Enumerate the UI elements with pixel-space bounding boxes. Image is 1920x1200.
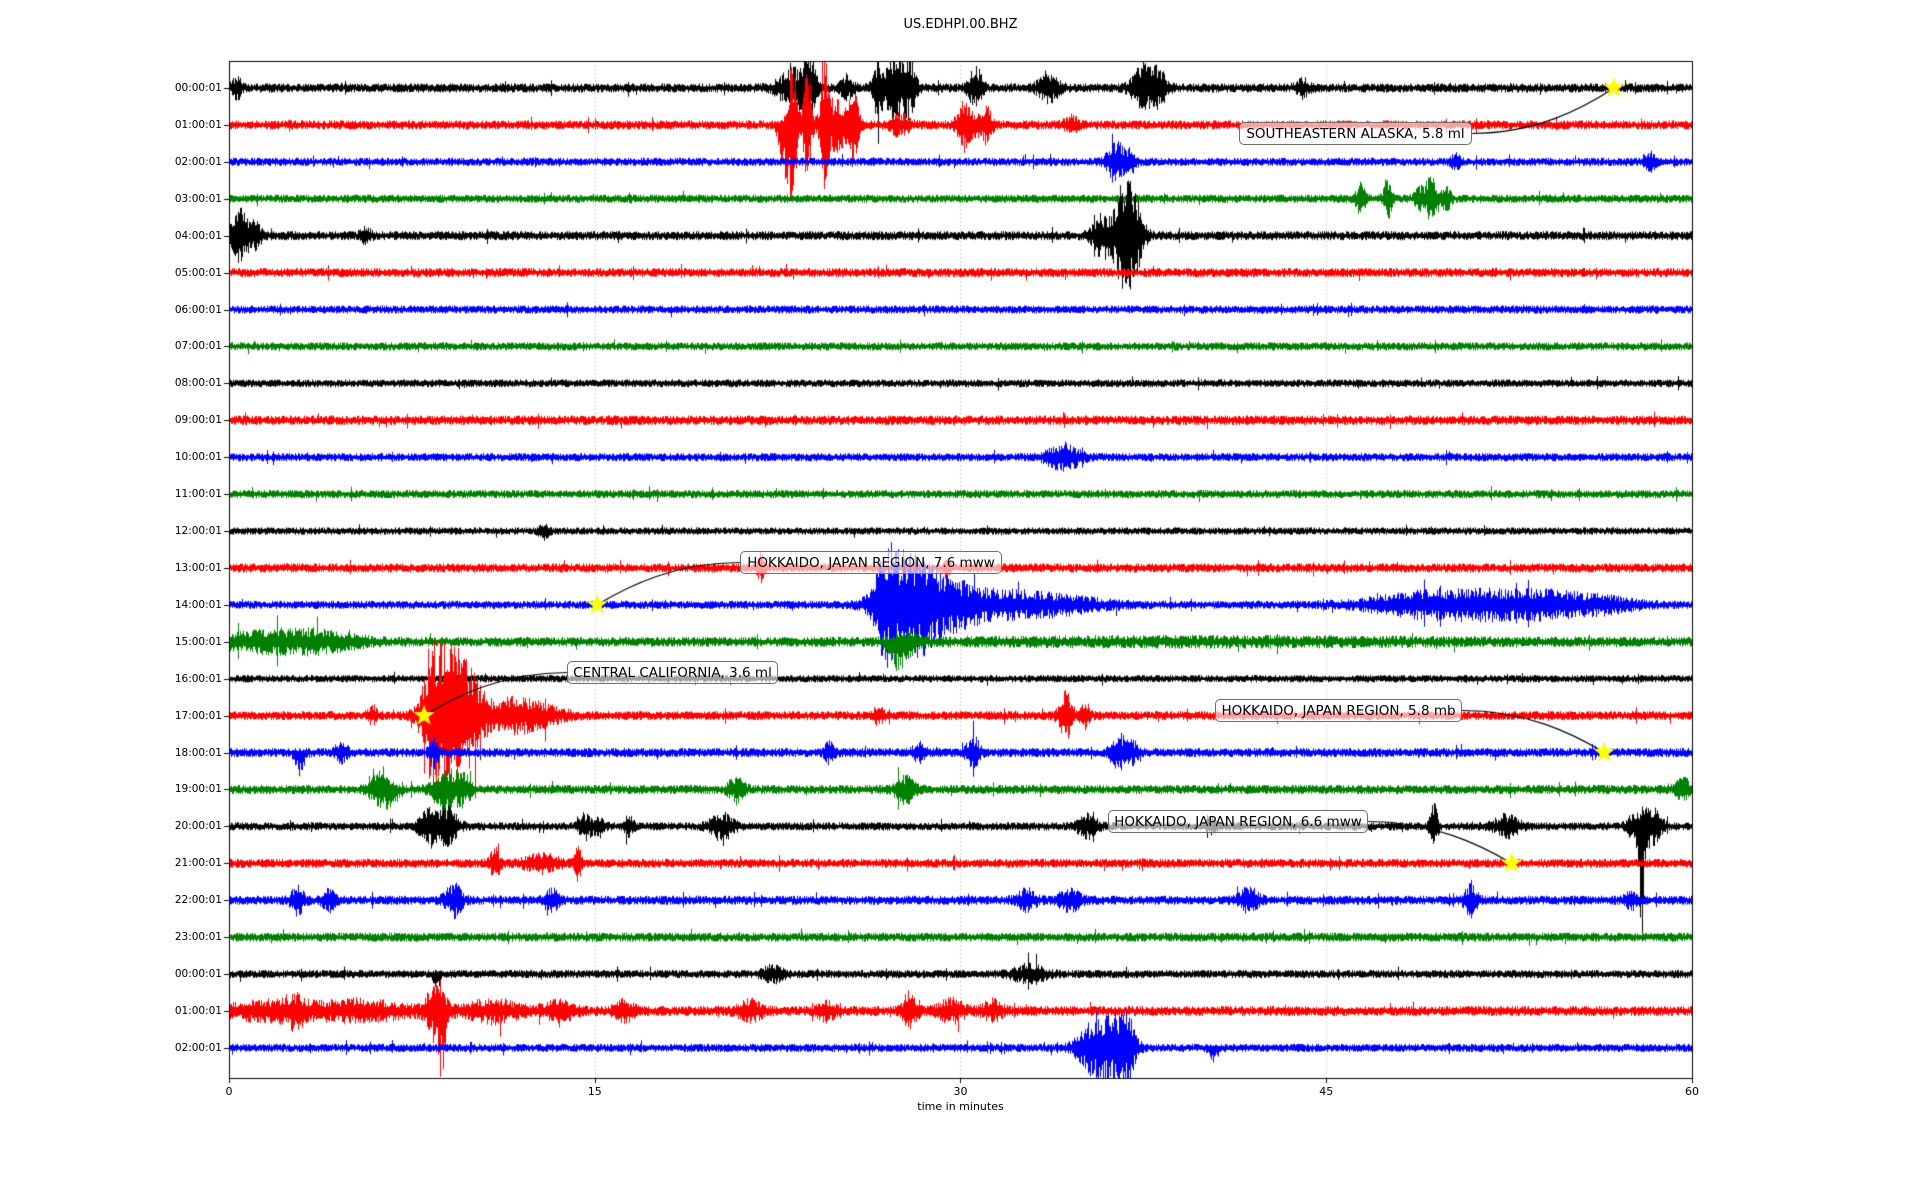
y-tick-label: 12:00:01 xyxy=(174,525,222,538)
y-tick-label: 20:00:01 xyxy=(174,820,222,833)
y-tick-label: 14:00:01 xyxy=(174,598,222,611)
event-annotation-label: HOKKAIDO, JAPAN REGION, 5.8 mb xyxy=(1215,699,1462,722)
y-tick-label: 01:00:01 xyxy=(174,1005,222,1017)
y-tick-label: 18:00:01 xyxy=(174,746,222,759)
y-tick-label: 16:00:01 xyxy=(174,672,222,685)
x-tick-label: 0 xyxy=(225,1085,233,1098)
y-tick-label: 23:00:01 xyxy=(174,931,222,944)
y-tick-label: 03:00:01 xyxy=(174,192,222,205)
y-tick-label: 05:00:01 xyxy=(174,266,222,279)
y-tick-label: 08:00:01 xyxy=(174,377,222,390)
y-tick-label: 01:00:01 xyxy=(174,118,222,131)
y-tick-label: 13:00:01 xyxy=(174,561,222,574)
event-annotation-label: CENTRAL CALIFORNIA, 3.6 ml xyxy=(567,661,778,684)
event-annotation-label: HOKKAIDO, JAPAN REGION, 7.6 mww xyxy=(740,551,1002,574)
y-tick-label: 02:00:01 xyxy=(174,155,222,168)
x-axis-title: time in minutes xyxy=(917,1100,1004,1113)
y-tick-label: 00:00:01 xyxy=(174,82,222,94)
event-annotation-label: HOKKAIDO, JAPAN REGION, 6.6 mww xyxy=(1108,810,1368,833)
x-tick-label: 45 xyxy=(1319,1085,1334,1098)
y-tick-label: 07:00:01 xyxy=(174,340,222,353)
y-tick-label: 22:00:01 xyxy=(174,894,222,907)
y-tick-label: 00:00:01 xyxy=(174,968,222,981)
y-tick-label: 21:00:01 xyxy=(174,857,222,870)
y-tick-label: 02:00:01 xyxy=(174,1041,222,1054)
plot-title: US.EDHPI.00.BHZ xyxy=(903,17,1018,32)
y-tick-label: 04:00:01 xyxy=(174,229,222,242)
event-annotation-label: SOUTHEASTERN ALASKA, 5.8 ml xyxy=(1239,122,1472,145)
y-tick-label: 09:00:01 xyxy=(174,414,222,427)
x-tick-label: 30 xyxy=(953,1085,968,1098)
y-tick-label: 06:00:01 xyxy=(174,303,222,316)
x-tick-label: 15 xyxy=(587,1085,602,1098)
y-tick-label: 10:00:01 xyxy=(174,451,222,464)
y-tick-label: 19:00:01 xyxy=(174,783,222,796)
y-tick-label: 15:00:01 xyxy=(174,635,222,648)
x-tick-label: 60 xyxy=(1684,1085,1699,1098)
y-tick-label: 11:00:01 xyxy=(174,488,222,501)
y-tick-label: 17:00:01 xyxy=(174,709,222,722)
